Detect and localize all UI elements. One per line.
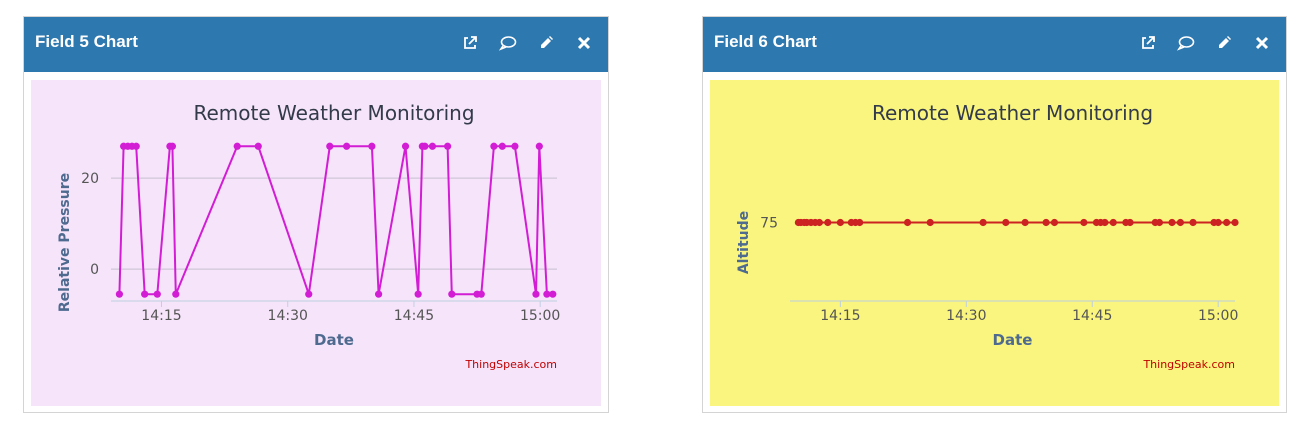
data-point (115, 290, 124, 298)
data-point (141, 290, 149, 298)
data-point (168, 142, 177, 150)
data-point (490, 142, 498, 150)
data-point (233, 142, 241, 150)
x-tick-label: 14:15 (141, 308, 181, 324)
open-external-button[interactable] (460, 33, 480, 53)
edit-button[interactable] (536, 33, 556, 53)
data-point (368, 142, 376, 150)
y-tick-label: 75 (760, 216, 778, 232)
data-point (1189, 218, 1197, 227)
widget-toolbar (1138, 33, 1272, 53)
widget-toolbar (460, 33, 594, 53)
x-tick-label: 14:30 (946, 308, 986, 324)
comment-button[interactable] (1176, 33, 1196, 53)
data-point (305, 290, 313, 298)
data-point (414, 290, 422, 298)
chart-area: Remote Weather Monitoring 14:15 14:30 14:45… (710, 80, 1279, 406)
data-point (1223, 218, 1231, 227)
edit-icon (541, 36, 553, 48)
data-point (498, 142, 506, 150)
edit-button[interactable] (1214, 33, 1234, 53)
widget-header: Field 5 Chart (24, 17, 608, 72)
data-point (1109, 218, 1117, 227)
data-point (1126, 218, 1134, 227)
line-chart: Remote Weather Monitoring 14:15 14:30 14:45… (57, 101, 560, 371)
data-point (979, 218, 987, 227)
close-icon (1255, 36, 1269, 50)
chart-credit: ThingSpeak.com (464, 358, 557, 371)
field5-chart-widget: Field 5 Chart Remote Weather Monitoring 1… (23, 16, 609, 413)
x-tick-label: 14:45 (1072, 308, 1112, 324)
data-point (535, 142, 543, 150)
data-point (1231, 218, 1239, 227)
data-point (172, 290, 180, 298)
series-line (118, 145, 553, 296)
comment-icon (499, 36, 517, 51)
widget-header: Field 6 Chart (703, 17, 1286, 72)
data-point (477, 290, 485, 298)
data-point (343, 142, 351, 150)
data-point (549, 290, 557, 298)
data-point (824, 218, 832, 227)
data-point (1042, 218, 1050, 227)
data-point (444, 142, 452, 150)
comment-button[interactable] (498, 33, 518, 53)
data-point (926, 218, 934, 227)
data-point (1021, 218, 1029, 227)
data-point (401, 142, 410, 150)
chart-area: Remote Weather Monitoring 14:15 14:30 14:45… (31, 80, 601, 406)
x-tick-label: 14:15 (820, 308, 860, 324)
x-axis-title: Date (993, 331, 1033, 349)
data-point (132, 142, 140, 150)
data-point (856, 218, 864, 227)
chart-title: Remote Weather Monitoring (193, 101, 474, 125)
data-point (428, 142, 437, 150)
y-axis-title: Relative Pressure (57, 173, 73, 312)
data-point (326, 142, 334, 150)
data-point (532, 290, 540, 298)
data-point (421, 142, 429, 150)
widget-title: Field 5 Chart (35, 32, 138, 51)
external-link-icon (1142, 36, 1155, 49)
x-tick-label: 14:45 (394, 308, 434, 324)
data-point (1214, 218, 1222, 227)
data-point (511, 142, 519, 150)
external-link-icon (464, 36, 477, 49)
data-point (1168, 218, 1176, 227)
data-point (903, 218, 912, 227)
data-point (1176, 218, 1185, 227)
close-button[interactable] (574, 33, 594, 53)
comment-icon (1177, 36, 1195, 51)
y-tick-label: 0 (90, 262, 99, 278)
widget-title: Field 6 Chart (714, 32, 817, 51)
data-point (815, 218, 823, 227)
chart-credit: ThingSpeak.com (1142, 358, 1235, 371)
data-point (153, 290, 161, 298)
y-axis-title: Altitude (736, 211, 752, 274)
data-point (1080, 218, 1088, 227)
edit-icon (1219, 36, 1231, 48)
line-chart: Remote Weather Monitoring 14:15 14:30 14:45… (736, 101, 1239, 371)
data-point (254, 142, 262, 150)
x-tick-label: 14:30 (268, 308, 308, 324)
data-point (1050, 218, 1059, 227)
close-icon (577, 36, 591, 50)
data-point (448, 290, 456, 298)
data-point (543, 290, 551, 298)
y-tick-label: 20 (81, 171, 99, 187)
field6-chart-widget: Field 6 Chart Remote Weather Monitoring 1… (702, 16, 1287, 413)
x-tick-label: 15:00 (1198, 308, 1238, 324)
data-point (836, 218, 844, 227)
x-axis-title: Date (314, 331, 354, 349)
data-point (1101, 218, 1109, 227)
data-point (375, 290, 383, 298)
open-external-button[interactable] (1138, 33, 1158, 53)
data-point (1155, 218, 1164, 227)
close-button[interactable] (1252, 33, 1272, 53)
data-point (1002, 218, 1010, 227)
x-tick-label: 15:00 (520, 308, 560, 324)
chart-title: Remote Weather Monitoring (872, 101, 1153, 125)
